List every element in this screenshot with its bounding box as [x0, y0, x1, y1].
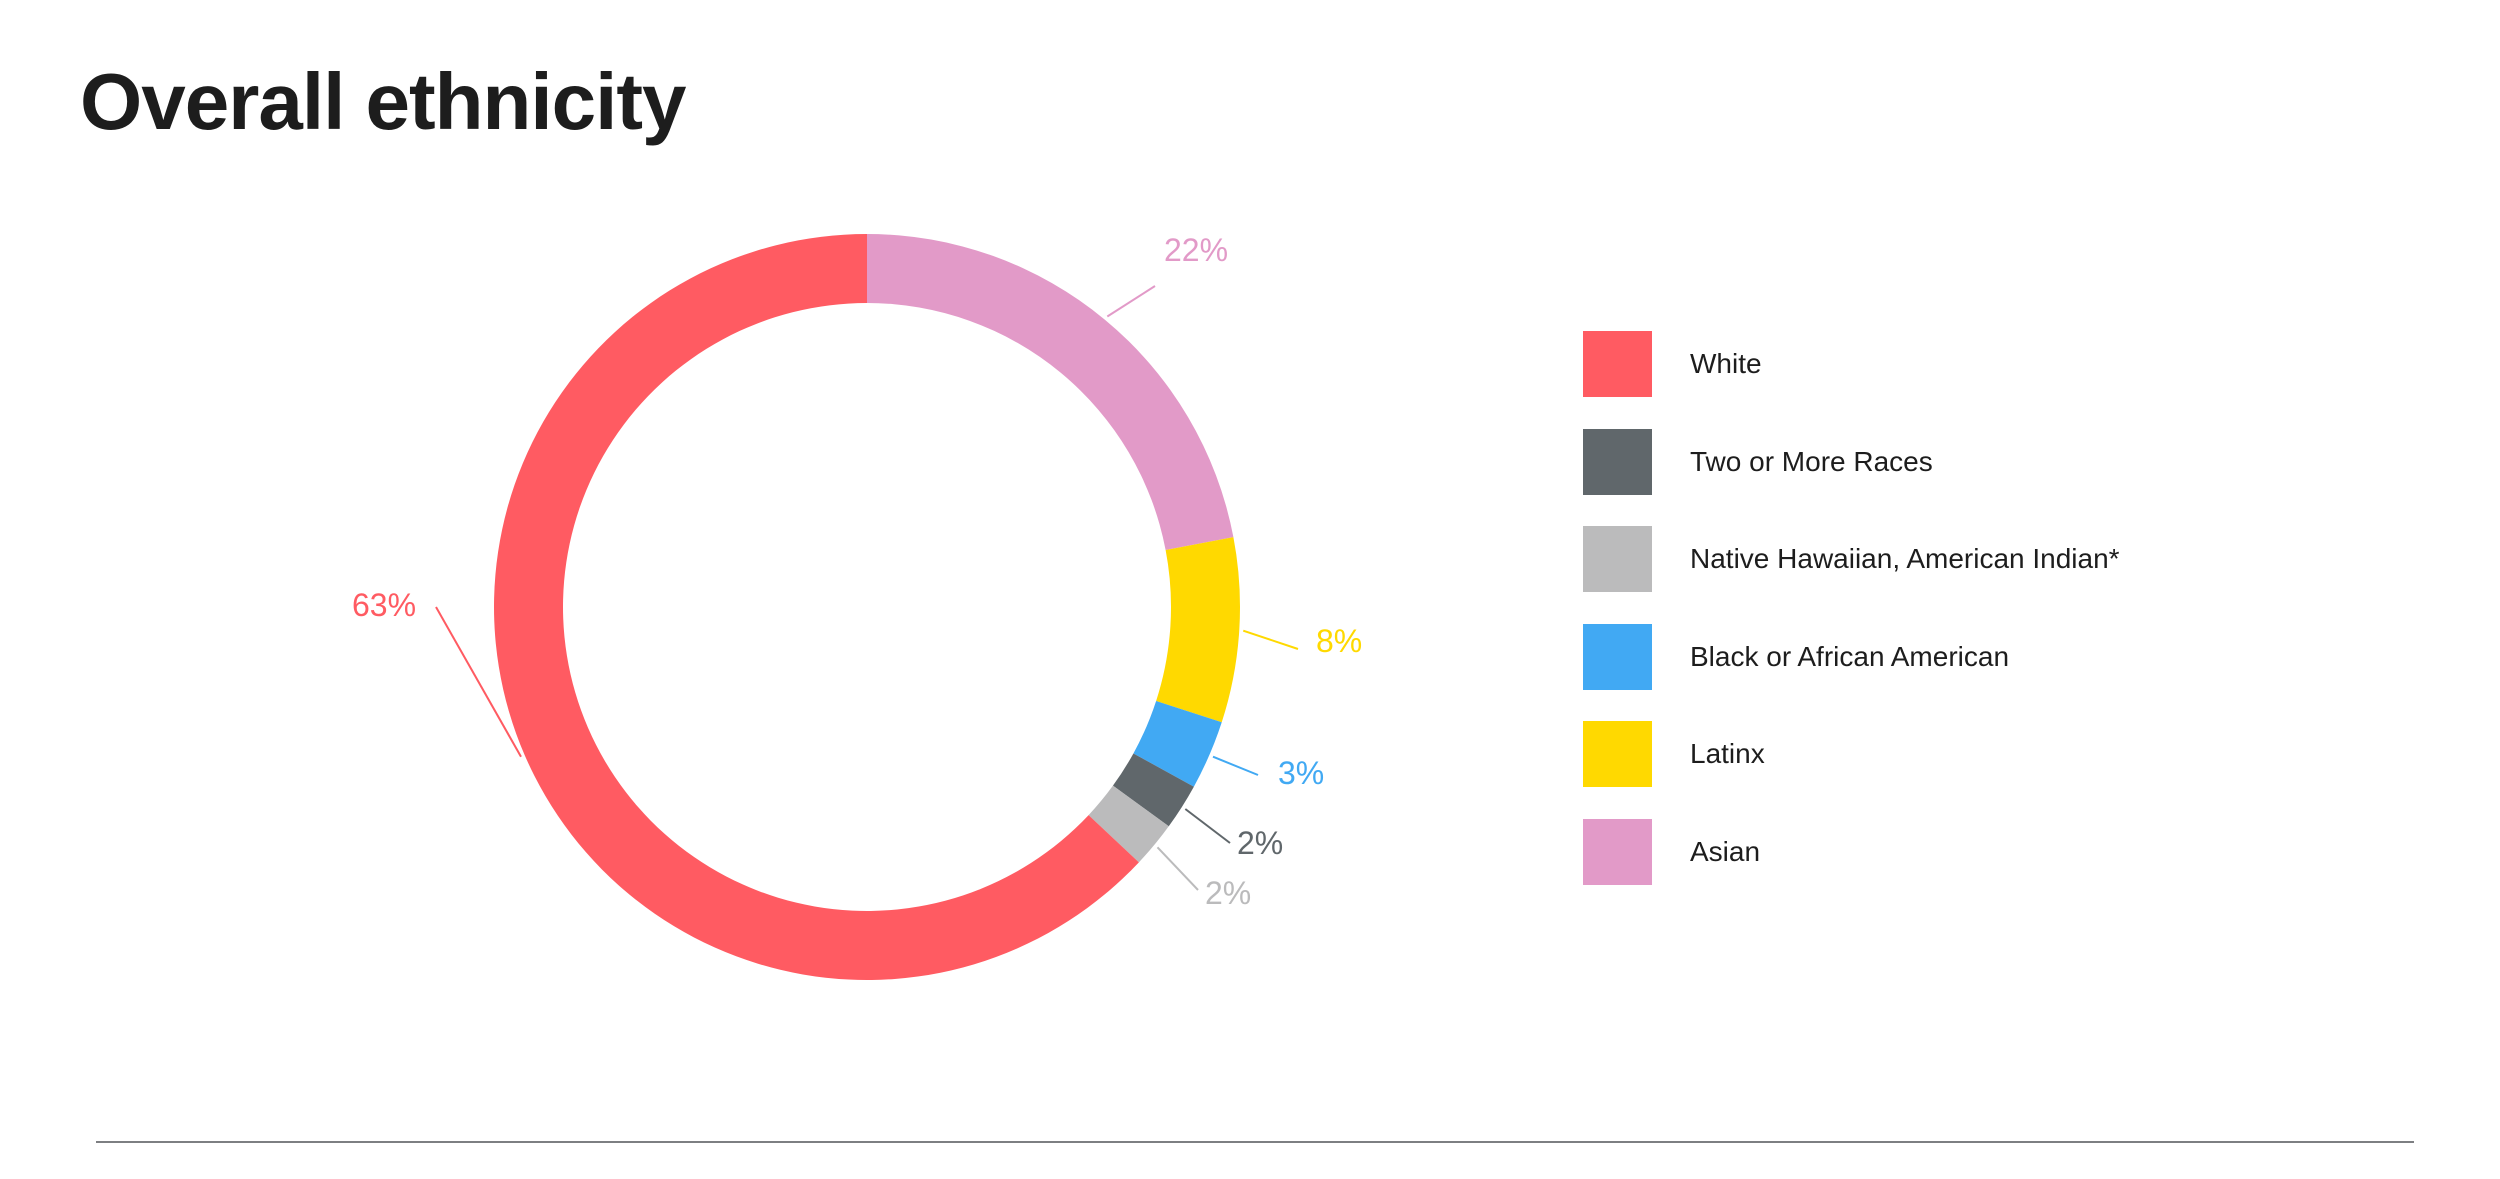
- legend: White Two or More Races Native Hawaiian,…: [1583, 331, 2120, 916]
- slice-latinx: [1156, 537, 1240, 723]
- legend-swatch-asian: [1583, 818, 1652, 885]
- legend-swatch-native-hawaiian: [1583, 526, 1652, 592]
- leader-line-white: [435, 606, 522, 758]
- footer-divider: [96, 1141, 2414, 1143]
- leader-line-two-or-more-races: [1184, 808, 1231, 844]
- slice-white: [494, 234, 1139, 980]
- legend-swatch-black: [1583, 623, 1652, 690]
- slice-native-hawaiian-american-indian: [1088, 785, 1169, 863]
- slice-asian: [867, 234, 1234, 551]
- legend-item-two-or-more-races: Two or More Races: [1583, 428, 2120, 495]
- leader-line-latinx: [1242, 629, 1299, 650]
- data-label-white: 63%: [352, 587, 416, 623]
- data-label-black-or-african-american: 3%: [1278, 755, 1324, 791]
- slice-black-or-african-american: [1133, 700, 1222, 787]
- legend-item-white: White: [1583, 331, 2120, 397]
- legend-label-two-or-more-races: Two or More Races: [1690, 445, 1933, 477]
- legend-label-black: Black or African American: [1690, 640, 2010, 672]
- chart-title: Overall ethnicity: [80, 57, 686, 146]
- legend-label-latinx: Latinx: [1690, 738, 1765, 769]
- legend-item-native-hawaiian: Native Hawaiian, American Indian*: [1583, 526, 2120, 592]
- legend-label-asian: Asian: [1690, 835, 1761, 867]
- leader-line-asian: [1106, 285, 1156, 318]
- legend-swatch-two-or-more-races: [1583, 428, 1652, 495]
- legend-item-latinx: Latinx: [1583, 721, 2120, 787]
- data-label-latinx: 8%: [1316, 623, 1362, 659]
- legend-swatch-latinx: [1583, 721, 1652, 787]
- data-label-two-or-more-races: 2%: [1237, 825, 1283, 861]
- leader-line-black-or-african-american: [1212, 755, 1259, 776]
- leader-line-native-hawaiian-american-indian: [1156, 846, 1199, 891]
- data-label-asian: 22%: [1164, 232, 1228, 268]
- legend-item-black: Black or African American: [1583, 623, 2120, 690]
- legend-label-white: White: [1690, 348, 1762, 379]
- legend-swatch-white: [1583, 331, 1652, 397]
- slice-two-or-more-races: [1112, 753, 1194, 827]
- legend-item-asian: Asian: [1583, 818, 2120, 885]
- data-label-native-hawaiian-american-indian: 2%: [1205, 875, 1251, 911]
- legend-label-native-hawaiian: Native Hawaiian, American Indian*: [1690, 543, 2120, 574]
